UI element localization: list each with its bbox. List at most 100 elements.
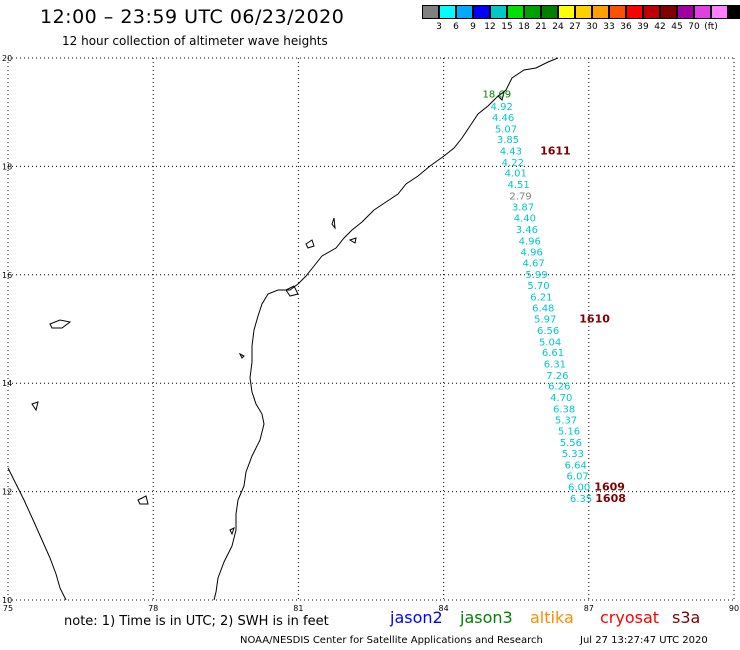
pass-time-label: 1608 — [595, 492, 626, 505]
wave-height-label: 5.99 — [525, 270, 547, 281]
legend-label: 24 — [552, 22, 564, 32]
legend-swatch — [422, 5, 439, 19]
credit-text: NOAA/NESDIS Center for Satellite Applica… — [240, 635, 543, 646]
y-tick-label: 14 — [2, 379, 12, 388]
wave-height-label: 6.21 — [530, 292, 552, 303]
wave-height-label: 18.69 — [483, 90, 512, 101]
satellite-jason2: jason2 — [390, 608, 443, 627]
wave-height-label: 5.70 — [527, 281, 549, 292]
footer-note: note: 1) Time is in UTC; 2) SWH is in fe… — [64, 614, 329, 629]
satellite-cryosat: cryosat — [600, 608, 660, 627]
y-tick-label: 20 — [2, 54, 12, 63]
legend-label: 15 — [501, 22, 513, 32]
map-subtitle: 12 hour collection of altimeter wave hei… — [62, 34, 328, 48]
island-a — [331, 217, 336, 230]
wave-height-label: 3.85 — [497, 135, 519, 146]
wave-height-label: 5.16 — [558, 427, 580, 438]
wave-height-label: 2.79 — [509, 191, 531, 202]
x-tick-label: 87 — [584, 604, 594, 613]
island-g — [31, 401, 39, 412]
legend-label: 9 — [470, 22, 476, 32]
wave-height-label: 6.35 — [570, 494, 592, 505]
created-timestamp: Jul 27 13:27:47 UTC 2020 — [580, 635, 708, 646]
pass-time-label: 1610 — [579, 312, 610, 325]
axis-tick-labels: 75 78 81 84 87 90 20 18 16 14 12 10 — [2, 54, 739, 613]
island-e — [49, 319, 72, 329]
x-tick-label: 84 — [439, 604, 449, 613]
x-tick-label: 75 — [3, 604, 13, 613]
island-d — [285, 285, 299, 297]
wave-height-label: 6.48 — [532, 304, 554, 315]
lat-lon-grid — [7, 57, 735, 601]
island-f — [238, 352, 245, 359]
x-tick-label: 81 — [293, 604, 303, 613]
legend-label: 42 — [654, 22, 666, 32]
legend-swatch — [575, 5, 592, 19]
wave-height-label: 6.64 — [565, 460, 587, 471]
wave-height-label: 5.33 — [562, 449, 584, 460]
y-tick-label: 12 — [2, 488, 12, 497]
legend-swatch — [711, 5, 728, 19]
wave-height-label: 4.67 — [522, 259, 544, 270]
island-north — [497, 90, 505, 101]
legend-label: 21 — [535, 22, 547, 32]
wave-height-label: 3.46 — [516, 225, 538, 236]
legend-swatch — [609, 5, 626, 19]
legend-label: 3 — [436, 22, 442, 32]
coastline-west — [7, 467, 67, 601]
legend-swatch — [643, 5, 660, 19]
wave-height-label: 7.26 — [546, 371, 568, 382]
coastline-main — [213, 57, 559, 601]
map-title: 12:00 – 23:59 UTC 06/23/2020 — [40, 6, 345, 28]
satellite-altika: altika — [530, 608, 574, 627]
legend-swatch — [456, 5, 473, 19]
wave-height-label: 5.04 — [539, 337, 561, 348]
legend-label: 33 — [603, 22, 615, 32]
legend-swatch — [490, 5, 507, 19]
legend-swatch — [473, 5, 490, 19]
wave-height-label: 6.07 — [567, 472, 589, 483]
wave-height-label: 4.51 — [507, 180, 529, 191]
wave-height-label: 4.43 — [500, 146, 522, 157]
legend-swatch — [694, 5, 711, 19]
x-tick-label: 90 — [729, 604, 739, 613]
y-tick-label: 10 — [2, 596, 12, 605]
wave-height-label: 4.96 — [521, 247, 543, 258]
wave-height-label: 5.56 — [560, 438, 582, 449]
legend-swatch — [439, 5, 456, 19]
legend-label: 45 — [671, 22, 683, 32]
coastline — [7, 57, 559, 601]
wave-height-label: 6.00 — [568, 483, 590, 494]
wave-height-label: 4.40 — [514, 214, 536, 225]
legend-swatch — [541, 5, 558, 19]
legend-label: 12 — [484, 22, 496, 32]
island-b — [305, 239, 315, 249]
legend-label: 30 — [586, 22, 598, 32]
wave-height-label: 4.01 — [505, 169, 527, 180]
satellite-s3a: s3a — [672, 608, 701, 627]
legend-swatch — [507, 5, 524, 19]
pass-time-label: 1611 — [540, 144, 571, 157]
legend-label: 70 — [688, 22, 700, 32]
legend-label: 39 — [637, 22, 649, 32]
wave-height-label: 6.31 — [544, 359, 566, 370]
wave-height-label: 4.96 — [519, 236, 541, 247]
island-c — [348, 237, 357, 244]
y-tick-label: 18 — [2, 162, 12, 171]
wave-height-label: 4.46 — [492, 113, 514, 124]
legend-label: 27 — [569, 22, 581, 32]
legend-label: 6 — [453, 22, 459, 32]
wave-height-label: 4.22 — [502, 158, 524, 169]
wave-height-label: 5.07 — [495, 124, 517, 135]
legend-swatch — [660, 5, 677, 19]
legend-label: 36 — [620, 22, 632, 32]
pass-time-label: 1609 — [594, 481, 625, 494]
legend-label: (ft) — [704, 22, 718, 32]
wave-height-label: 6.26 — [548, 382, 570, 393]
y-tick-label: 16 — [2, 271, 12, 280]
legend-swatch — [728, 5, 740, 19]
x-tick-label: 78 — [148, 604, 158, 613]
wave-height-label: 5.37 — [555, 415, 577, 426]
island-h — [137, 495, 149, 505]
